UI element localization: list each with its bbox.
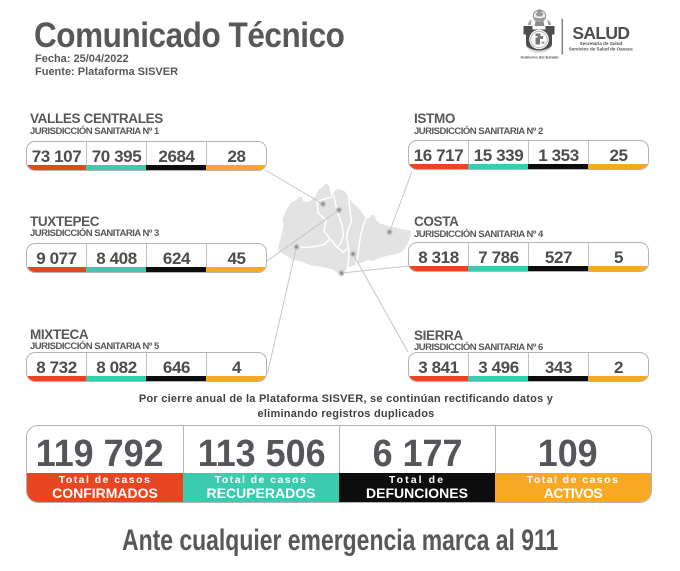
svg-text:Servicios de Salud de Oaxaca: Servicios de Salud de Oaxaca — [569, 46, 633, 51]
svg-text:SALUD: SALUD — [572, 23, 629, 43]
svg-text:Secretaría de Salud: Secretaría de Salud — [580, 41, 623, 46]
svg-text:Gobierno del Estado: Gobierno del Estado — [520, 55, 559, 60]
